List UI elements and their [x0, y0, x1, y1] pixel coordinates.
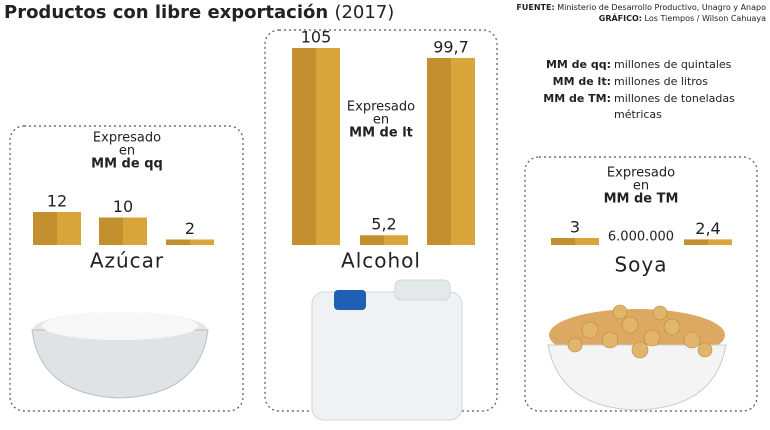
unit-note: en — [119, 144, 135, 159]
bar-left — [166, 239, 190, 245]
sugar-bowl — [31, 312, 209, 399]
value-label: 105 — [301, 28, 332, 47]
bar — [551, 238, 599, 245]
value-label: 5,2 — [371, 215, 396, 234]
bar-left — [684, 239, 708, 245]
unit-note: en — [633, 179, 649, 194]
soy-bowl — [547, 304, 727, 411]
panel — [9, 125, 244, 412]
note-term: MM de qq: — [546, 58, 611, 71]
credit-text: Los Tiempos / Wilson Cahuaya — [645, 14, 767, 23]
category-name: Azúcar — [90, 249, 164, 273]
source-label: FUENTE: — [516, 3, 554, 12]
value-label: 10 — [113, 197, 133, 216]
value-label: 6.000.000 — [608, 230, 674, 245]
bar-right — [451, 57, 475, 245]
bar-right — [708, 239, 732, 245]
unit-note: Expresado — [93, 131, 161, 146]
credit: GRÁFICO: Los Tiempos / Wilson Cahuaya — [599, 12, 766, 23]
unit: MM de TM — [604, 192, 679, 207]
bar-right — [316, 48, 340, 245]
bar-left — [33, 212, 57, 245]
value-label: 12 — [47, 192, 67, 211]
credit-label: GRÁFICO: — [599, 12, 642, 23]
unit: MM de qq — [91, 157, 163, 172]
note-definition: métricas — [614, 108, 662, 121]
bar — [427, 57, 475, 245]
note-term: MM de lt: — [553, 75, 611, 88]
note-definition: millones de litros — [614, 75, 708, 88]
bar — [684, 239, 732, 245]
unit-note: Expresado — [347, 100, 415, 115]
bar-left — [360, 235, 384, 245]
bar-left — [427, 57, 451, 245]
value-label: 2,4 — [695, 219, 720, 238]
unit-note: Expresado — [607, 166, 675, 181]
value-label: 3 — [570, 218, 580, 237]
bar-right — [123, 217, 147, 245]
value-label: 99,7 — [433, 37, 469, 56]
note-term: MM de TM: — [543, 92, 611, 105]
bar — [360, 235, 408, 245]
bar-right — [384, 235, 408, 245]
note-definition: millones de quintales — [614, 58, 732, 71]
unit: MM de lt — [349, 126, 413, 141]
bar-right — [575, 238, 599, 245]
bar — [33, 212, 81, 245]
category-name: Alcohol — [341, 249, 421, 273]
bar-right — [190, 239, 214, 245]
value-label: 2 — [185, 219, 195, 238]
source: FUENTE: Ministerio de Desarrollo Product… — [516, 3, 766, 12]
bar — [99, 217, 147, 245]
source-text: Ministerio de Desarrollo Productivo, Una… — [557, 3, 766, 12]
bar-right — [57, 212, 81, 245]
bar — [166, 239, 214, 245]
jerrycan — [311, 279, 463, 421]
bar-left — [551, 238, 575, 245]
bar — [292, 48, 340, 245]
category-name: Soya — [614, 253, 667, 277]
title-text: Productos con libre exportación — [4, 2, 328, 23]
bar-left — [99, 217, 123, 245]
note-definition: millones de toneladas — [614, 92, 735, 105]
panel — [264, 29, 498, 412]
panel — [524, 156, 758, 412]
year: (2017) — [334, 2, 394, 23]
unit-note: en — [373, 113, 389, 128]
title: Productos con libre exportación (2017) — [4, 2, 394, 23]
bar-left — [292, 48, 316, 245]
